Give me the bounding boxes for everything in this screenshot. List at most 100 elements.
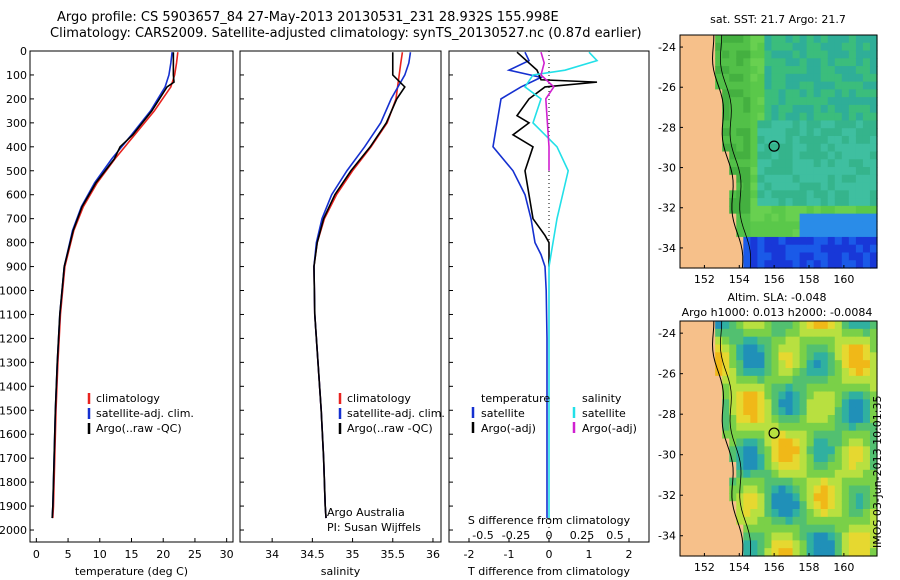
map-cell — [701, 112, 709, 122]
map-cell — [750, 509, 758, 518]
map-cell — [827, 532, 836, 541]
map-cell — [848, 477, 857, 487]
map-cell — [680, 509, 688, 518]
map-cell — [722, 446, 730, 455]
map-frame-map-sst — [679, 34, 878, 269]
map-cell — [785, 399, 794, 408]
map-cell — [680, 328, 688, 338]
map-cell — [855, 42, 864, 52]
map-cell — [792, 190, 801, 199]
map-cell — [806, 58, 815, 67]
map-cell — [841, 375, 850, 385]
map-cell — [848, 516, 857, 526]
map-cell — [701, 360, 709, 369]
map-cell — [827, 422, 836, 432]
legend-label-diff-temp-argo: Argo(-adj) — [481, 422, 536, 435]
map-cell — [701, 221, 709, 230]
map-cell — [694, 462, 702, 471]
map-cell — [680, 430, 688, 440]
map-cell — [869, 112, 878, 122]
map-cell — [722, 383, 730, 393]
map-cell — [743, 112, 751, 122]
map-cell — [848, 205, 857, 215]
map-cell — [848, 252, 857, 261]
legend-label-temperature: satellite-adj. clim. — [96, 407, 194, 420]
map-cell — [806, 120, 815, 129]
y-tick-label: 0 — [20, 45, 27, 58]
map-cell — [701, 104, 709, 114]
map-cell — [687, 58, 695, 67]
map-cell — [820, 415, 829, 424]
map-cell — [757, 236, 766, 246]
map-cell — [729, 352, 737, 361]
map-cell — [862, 135, 871, 145]
map-cell — [820, 73, 829, 83]
map-cell — [701, 368, 709, 377]
map-cell — [743, 454, 751, 463]
map-cell — [694, 112, 702, 122]
map-cell — [708, 430, 716, 440]
float-marker — [768, 140, 780, 152]
map-cell — [862, 159, 871, 168]
map-cell — [715, 352, 723, 361]
map-cell — [708, 454, 716, 463]
map-cell — [694, 190, 702, 199]
map-cell — [785, 128, 794, 137]
map-cell — [771, 336, 780, 346]
map-cell — [806, 540, 815, 549]
map-cell — [869, 407, 878, 416]
shelf-contour — [719, 34, 752, 269]
map-cell — [855, 50, 864, 59]
map-cell — [785, 548, 794, 557]
map-cell — [792, 321, 801, 330]
map-cell — [785, 524, 794, 534]
map-cell — [771, 50, 780, 59]
map-cell — [694, 97, 702, 106]
map-cell — [708, 35, 716, 44]
map-cell — [680, 159, 688, 168]
map-cell — [834, 151, 843, 160]
map-cell — [834, 50, 843, 59]
map-frame-map-sla — [679, 320, 878, 557]
map-cell — [694, 143, 702, 153]
x-tick-label-differences: 1 — [586, 548, 593, 561]
map-cell — [806, 344, 815, 353]
plot-frame-temperature — [29, 50, 234, 543]
map-cell — [855, 236, 864, 246]
map-cell — [680, 383, 688, 393]
map-cell — [799, 73, 808, 83]
map-cell — [827, 50, 836, 59]
map-cell — [771, 104, 780, 114]
map-cell — [757, 321, 766, 330]
map-cell — [680, 352, 688, 361]
map-cell — [750, 143, 758, 153]
map-cell — [680, 89, 688, 98]
map-cell — [764, 462, 773, 471]
map-cell — [841, 540, 850, 549]
map-cell — [855, 454, 864, 463]
map-cell — [778, 477, 787, 487]
map-cell — [764, 407, 773, 416]
map-cell — [869, 159, 878, 168]
map-cell — [722, 104, 730, 114]
map-cell — [855, 469, 864, 479]
map-cell — [743, 407, 751, 416]
map-cell — [701, 524, 709, 534]
map-cell — [855, 422, 864, 432]
map-cell — [813, 159, 822, 168]
map-cell — [694, 50, 702, 59]
map-cell — [785, 213, 794, 222]
map-cell — [708, 260, 716, 269]
map-cell — [764, 383, 773, 393]
map-cell — [694, 128, 702, 137]
map-cell — [729, 135, 737, 145]
map-cell — [820, 422, 829, 432]
map-cell — [855, 462, 864, 471]
map-cell — [785, 407, 794, 416]
map-cell — [750, 50, 758, 59]
map-cell — [736, 383, 744, 393]
map-cell — [869, 143, 878, 153]
map-cell — [869, 399, 878, 408]
map-cell — [855, 167, 864, 176]
map-cell — [750, 391, 758, 400]
